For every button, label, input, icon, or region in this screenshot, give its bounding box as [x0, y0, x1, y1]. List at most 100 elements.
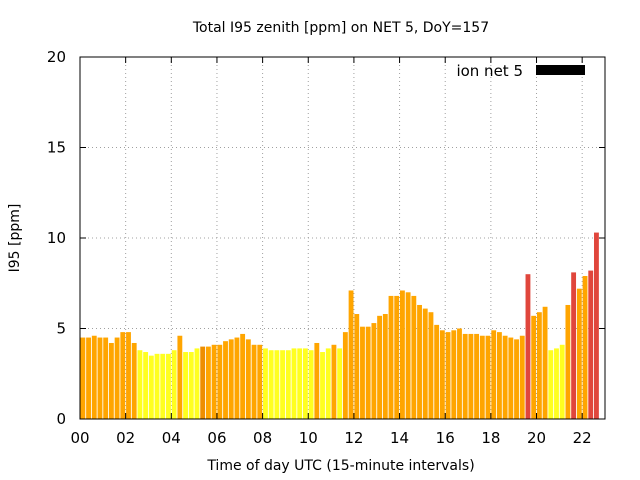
bar — [177, 335, 183, 419]
legend: ion net 5 — [456, 62, 585, 80]
grid-lines — [80, 57, 605, 419]
x-tick-label: 20 — [527, 429, 546, 447]
bar — [166, 353, 171, 419]
bar — [126, 332, 131, 419]
bar — [371, 323, 377, 419]
bar — [422, 308, 428, 419]
bar — [245, 339, 251, 419]
bar — [468, 333, 474, 419]
bar — [525, 274, 531, 419]
bar — [559, 344, 565, 419]
bar — [365, 326, 371, 419]
bar — [451, 330, 457, 419]
bar — [183, 352, 188, 419]
bar — [531, 315, 537, 419]
bar — [160, 353, 166, 419]
bar — [377, 315, 383, 419]
bar — [251, 344, 257, 419]
bar — [474, 333, 480, 419]
bar — [479, 335, 485, 419]
bar — [205, 346, 211, 419]
bar — [143, 352, 149, 419]
bar — [320, 352, 325, 419]
bar — [228, 339, 234, 419]
y-tick-label: 20 — [47, 48, 66, 66]
bar — [302, 348, 308, 419]
bar — [137, 350, 143, 419]
x-tick-label: 04 — [162, 429, 181, 447]
bar — [405, 292, 411, 419]
bar — [342, 332, 348, 419]
bar — [108, 342, 114, 419]
x-tick-label: 16 — [436, 429, 455, 447]
bar — [411, 295, 417, 419]
bar — [394, 295, 400, 419]
y-tick-label: 15 — [47, 139, 66, 157]
bar — [439, 330, 445, 419]
bar — [571, 272, 577, 419]
y-tick-label: 10 — [47, 229, 66, 247]
x-tick-label: 22 — [573, 429, 592, 447]
bar — [297, 348, 303, 419]
x-tick-label: 12 — [344, 429, 363, 447]
bar — [508, 337, 514, 419]
bar — [445, 332, 451, 419]
bar — [548, 350, 554, 419]
bar — [223, 341, 228, 419]
bar — [86, 337, 91, 419]
bar — [462, 333, 468, 419]
bar — [325, 348, 331, 419]
bar — [211, 344, 217, 419]
bar — [485, 335, 491, 419]
bar — [148, 355, 154, 419]
x-tick-label: 14 — [390, 429, 409, 447]
bar — [154, 353, 160, 419]
x-tick-label: 02 — [116, 429, 135, 447]
bar — [417, 304, 422, 419]
bar — [291, 348, 297, 419]
bar — [91, 335, 97, 419]
bars-group — [80, 232, 599, 419]
y-tick-label: 5 — [56, 320, 66, 338]
bar — [554, 348, 559, 419]
bar — [314, 342, 320, 419]
bar — [240, 333, 246, 419]
bar — [588, 270, 594, 419]
bar — [263, 348, 268, 419]
bar — [114, 337, 120, 419]
bar — [576, 288, 582, 419]
axis-ticks — [79, 56, 605, 420]
bar — [268, 350, 274, 419]
y-axis-label: I95 [ppm] — [7, 204, 23, 273]
x-tick-label: 18 — [481, 429, 500, 447]
bar — [188, 352, 194, 419]
y-tick-label: 0 — [56, 410, 66, 428]
bar — [337, 348, 343, 419]
bar — [280, 350, 286, 419]
x-axis-label: Time of day UTC (15-minute intervals) — [206, 458, 474, 474]
bar — [217, 344, 223, 419]
bar — [542, 306, 548, 419]
bar — [428, 312, 434, 419]
bar — [388, 295, 394, 419]
bar — [519, 335, 525, 419]
bar — [200, 346, 206, 419]
bar — [582, 276, 588, 419]
x-tick-label: 10 — [299, 429, 318, 447]
bar — [514, 339, 519, 419]
bar — [97, 337, 103, 419]
bar — [171, 350, 177, 419]
bar — [354, 314, 360, 419]
legend-swatch — [536, 65, 585, 75]
legend-label: ion net 5 — [456, 62, 523, 80]
bar — [103, 337, 109, 419]
bar — [234, 337, 240, 419]
x-tick-label: 00 — [70, 429, 89, 447]
bar — [497, 332, 502, 419]
bar — [348, 290, 354, 419]
bar — [360, 326, 365, 419]
bar — [399, 290, 405, 419]
bar — [382, 314, 388, 419]
bar — [565, 304, 571, 419]
